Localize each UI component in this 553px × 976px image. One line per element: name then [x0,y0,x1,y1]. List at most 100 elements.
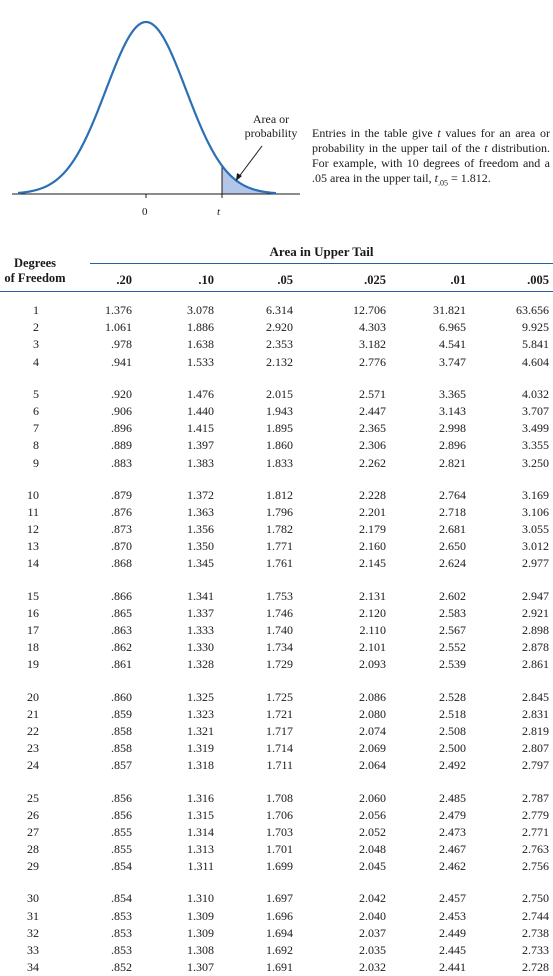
t-value-cell: 6.965 [439,320,466,335]
table-row: 20 .860 1.325 1.725 2.086 2.528 2.845 [0,689,553,706]
table-row: 9 .883 1.383 1.833 2.262 2.821 3.250 [0,455,553,472]
t-value-cell: 1.440 [187,403,214,418]
t-value-cell: 2.787 [522,790,549,805]
column-header-05: .05 [277,273,293,287]
t-value-cell: .855 [111,842,132,857]
degrees-of-freedom-cell: 23 [27,741,39,756]
t-value-cell: 1.319 [187,741,214,756]
t-value-cell: 2.898 [522,623,549,637]
table-row: 4 .941 1.533 2.132 2.776 3.747 4.604 [0,354,553,371]
t-value-cell: 3.055 [522,522,549,537]
area-label-line2: probability [244,126,298,140]
t-value-cell: 2.807 [522,741,549,756]
t-value-cell: 2.462 [439,859,466,874]
t-value-cell: 63.656 [516,303,549,317]
t-value-cell: 1.341 [187,588,214,603]
t-value-cell: .858 [111,723,132,738]
t-value-cell: 2.819 [522,723,549,738]
degrees-of-freedom-cell: 14 [27,556,39,571]
degrees-of-freedom-header: Degrees of Freedom [4,256,66,285]
t-value-cell: 3.182 [359,337,386,352]
degrees-of-freedom-cell: 5 [33,386,39,401]
degrees-of-freedom-cell: 29 [27,859,39,874]
t-value-cell: 2.015 [266,386,293,401]
t-value-cell: .857 [111,758,132,773]
t-value-cell: 1.753 [266,588,293,603]
degrees-of-freedom-cell: 26 [27,807,39,822]
t-value-cell: 1.397 [187,438,214,453]
t-value-cell: .883 [111,455,132,470]
table-description: Entries in the table give t values for a… [312,126,551,188]
table-row: 23 .858 1.319 1.714 2.069 2.500 2.807 [0,740,553,757]
header-rule-bottom [0,291,553,292]
t-value-cell: 1.333 [187,623,214,637]
t-value-cell: .978 [111,337,132,352]
degrees-of-freedom-cell: 27 [27,824,39,839]
t-value-cell: 1.761 [266,556,293,571]
table-row: 26 .856 1.315 1.706 2.056 2.479 2.779 [0,807,553,824]
t-value-cell: 2.500 [439,741,466,756]
t-value-cell: 2.567 [439,623,466,637]
t-value-cell: 2.528 [439,689,466,704]
t-value-cell: 2.776 [359,354,386,369]
t-value-cell: 2.998 [439,421,466,436]
t-value-cell: 1.476 [187,386,214,401]
t-value-cell: 3.365 [439,386,466,401]
t-value-cell: 2.262 [359,455,386,470]
column-header-025: .025 [364,273,386,287]
t-value-cell: 1.706 [266,807,293,822]
axis-label-t: t [217,206,221,218]
t-value-cell: .866 [111,588,132,603]
t-value-cell: 1.701 [266,842,293,857]
t-value-cell: 2.977 [522,556,549,571]
t-value-cell: 1.313 [187,842,214,857]
t-value-cell: 1.061 [105,320,132,335]
t-value-cell: 1.740 [266,623,293,637]
table-row: 2 1.061 1.886 2.920 4.303 6.965 9.925 [0,319,553,336]
t-value-cell: 1.363 [187,504,214,519]
t-value-cell: 1.697 [266,891,293,906]
t-value-cell: 1.337 [187,605,214,620]
t-value-cell: 1.708 [266,790,293,805]
table-row: 13 .870 1.350 1.771 2.160 2.650 3.012 [0,538,553,555]
t-value-cell: 2.921 [522,605,549,620]
degrees-of-freedom-cell: 30 [27,891,39,906]
t-value-cell: 12.706 [353,303,386,317]
t-value-cell: 1.325 [187,689,214,704]
column-header-20: .20 [116,273,132,287]
t-value-cell: 3.747 [439,354,466,369]
t-value-cell: 3.250 [522,455,549,470]
t-value-cell: .855 [111,824,132,839]
t-value-cell: .873 [111,522,132,537]
t-value-cell: 2.056 [359,807,386,822]
t-value-cell: .854 [111,891,132,906]
t-value-cell: 1.309 [187,908,214,923]
table-row: 18 .862 1.330 1.734 2.101 2.552 2.878 [0,639,553,656]
t-value-cell: 2.571 [359,386,386,401]
t-value-cell: 1.729 [266,657,293,672]
t-value-cell: 1.307 [187,960,214,975]
t-value-cell: 2.583 [439,605,466,620]
t-value-cell: 2.306 [359,438,386,453]
t-value-cell: 2.201 [359,504,386,519]
table-row: 11 .876 1.363 1.796 2.201 2.718 3.106 [0,504,553,521]
degrees-of-freedom-cell: 6 [33,403,39,418]
t-value-cell: 2.457 [439,891,466,906]
t-value-cell: 2.074 [359,723,386,738]
arrow-head-icon [236,173,242,181]
t-value-cell: 2.120 [359,605,386,620]
degrees-of-freedom-cell: 7 [33,421,39,436]
t-value-cell: 2.131 [359,588,386,603]
degrees-of-freedom-cell: 19 [27,657,39,672]
t-value-cell: 1.314 [187,824,214,839]
t-value-cell: 2.624 [439,556,466,571]
t-value-cell: 1.812 [266,487,293,502]
t-value-cell: 1.714 [266,741,293,756]
t-value-cell: .868 [111,556,132,571]
area-probability-label: Area or probability [232,112,310,140]
t-value-cell: 1.383 [187,455,214,470]
column-header-01: .01 [450,273,466,287]
degrees-of-freedom-cell: 4 [33,354,39,369]
t-value-cell: 2.060 [359,790,386,805]
t-value-cell: 2.681 [439,522,466,537]
